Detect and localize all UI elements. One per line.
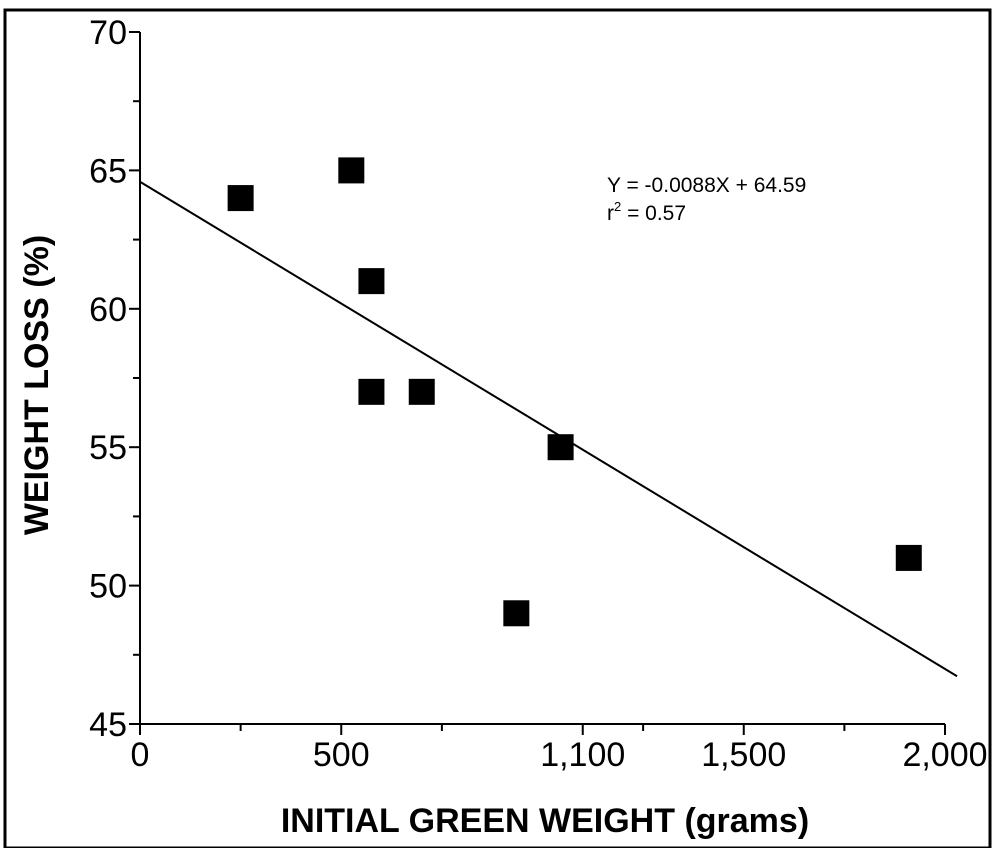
- tick-labels: 45 50 55 60 65 70 0 500 1,100 1,500 2,000: [89, 14, 987, 774]
- r-squared-superscript: 2: [614, 199, 621, 214]
- x-tick-label: 1,500: [701, 736, 786, 774]
- regression-equation: Y = -0.0088X + 64.59: [607, 174, 806, 197]
- regression-line: [139, 180, 958, 678]
- x-axis-title: INITIAL GREEN WEIGHT (grams): [281, 802, 809, 840]
- y-tick-label: 70: [89, 14, 127, 52]
- regression-line-group: [139, 180, 958, 678]
- x-tick-label: 2,000: [902, 736, 987, 774]
- r-squared-prefix: r: [607, 202, 614, 225]
- y-axis-title: WEIGHT LOSS (%): [18, 235, 56, 535]
- data-point: [503, 600, 530, 627]
- y-tick-label: 60: [89, 291, 127, 329]
- data-point: [408, 378, 435, 405]
- axes: [129, 31, 946, 735]
- x-tick-label: 1,100: [540, 736, 625, 774]
- data-point: [358, 378, 385, 405]
- y-tick-label: 50: [89, 568, 127, 606]
- x-tick-label: 0: [131, 736, 150, 774]
- x-tick-label: 500: [313, 736, 370, 774]
- data-point: [338, 157, 365, 184]
- data-point: [895, 544, 922, 571]
- y-tick-label: 45: [89, 706, 127, 744]
- data-point: [547, 434, 574, 461]
- y-tick-label: 65: [89, 152, 127, 190]
- r-squared-value: = 0.57: [621, 202, 686, 225]
- r-squared-label: r2 = 0.57: [607, 199, 686, 225]
- y-tick-label: 55: [89, 429, 127, 467]
- data-point: [358, 268, 385, 295]
- data-points: [227, 157, 922, 627]
- data-point: [227, 185, 254, 212]
- frame-border: [3, 8, 992, 848]
